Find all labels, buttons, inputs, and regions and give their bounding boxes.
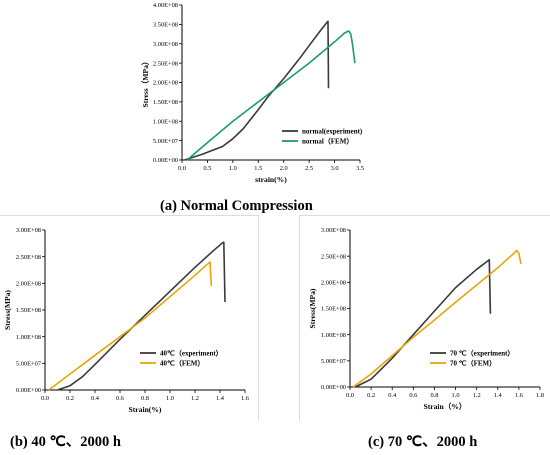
series-line-1 [186,30,356,161]
y-tick-label: 0.00E+00 [153,157,178,164]
x-tick-label: 1.4 [494,392,503,399]
caption-b: (b) 40 ℃、2000 h [10,434,121,450]
x-tick-label: 0.6 [409,392,417,399]
panel-b-frame [0,215,259,421]
x-tick-label: 1.2 [473,392,481,399]
y-axis-label: Stress（MPa） [140,57,150,107]
chart-panel-c: 0.0 0.2 0.4 0.6 0.8 1.0 1.2 1.4 1.6 1.8 0.00E+00 5.… [275,220,550,420]
y-tick-label: 2.50E+08 [16,254,41,261]
x-tick-label: 0.8 [141,395,149,402]
x-tick-label: 1.0 [166,395,174,402]
y-tick-label: 3.50E+08 [153,22,178,29]
x-tick-label: 1.0 [229,165,237,172]
x-tick-label: 1.4 [216,395,225,402]
caption-c: (c) 70 ℃、2000 h [368,434,478,450]
y-tick-label: 0.00E+00 [321,384,346,391]
y-tick-label: 2.50E+08 [153,60,178,67]
legend-label-0: 70 ℃（experiment） [450,350,514,358]
legend-label-1: 40℃（FEM） [160,360,204,368]
x-axis-label: Strain(%) [129,405,162,414]
x-tick-label: 0.0 [346,392,354,399]
chart-panel-b: 0.0 0.2 0.4 0.6 0.8 1.0 1.2 1.4 1.6 0.00E+00 5.00E… [0,220,275,420]
y-axis-label: Stress(MPa) [3,290,12,330]
series-line-0 [57,241,226,391]
legend-label-1: normal（FEM） [302,138,353,146]
x-tick-label: 0.0 [41,395,49,402]
x-tick-label: 0.5 [203,165,211,172]
chart-panel-a: 0.0 0.5 1.0 1.5 2.0 2.5 3.0 3.5 0.00E+00 5.00E+07… [0,0,550,190]
x-tick-label: 0.2 [367,392,375,399]
x-tick-label: 0.0 [178,165,186,172]
caption-a: (a) Normal Compression [160,198,313,214]
x-tick-label: 0.4 [388,392,397,399]
legend-label-0: 40℃（experiment） [160,350,223,358]
x-tick-label: 1.5 [254,165,262,172]
y-tick-label: 2.50E+08 [321,253,346,260]
y-tick-label: 1.50E+08 [321,306,346,313]
x-tick-label: 3.0 [331,165,339,172]
y-tick-label: 3.00E+08 [153,41,178,48]
x-tick-label: 0.2 [66,395,74,402]
y-tick-label: 5.00E+07 [16,361,42,368]
y-axis-label: Stress(MPa) [308,288,317,328]
chart-c-svg: 0.0 0.2 0.4 0.6 0.8 1.0 1.2 1.4 1.6 1.8 0.00E+00 5.… [308,227,544,411]
x-tick-label: 1.2 [191,395,199,402]
chart-b-svg: 0.0 0.2 0.4 0.6 0.8 1.0 1.2 1.4 1.6 0.00E+00 5.00E… [3,227,249,414]
y-tick-label: 1.00E+08 [16,334,41,341]
series-line-0 [354,258,492,388]
x-tick-label: 0.6 [116,395,124,402]
x-tick-label: 1.6 [241,395,249,402]
y-tick-label: 2.00E+08 [153,80,178,87]
x-tick-label: 2.5 [305,165,313,172]
legend-label-0: normal(experiment) [302,128,363,136]
y-tick-label: 3.00E+08 [321,227,346,234]
x-tick-label: 2.0 [280,165,288,172]
y-tick-label: 1.50E+08 [153,99,178,106]
legend-label-1: 70 ℃（FEM） [450,360,496,368]
y-tick-label: 3.00E+08 [16,227,41,234]
panel-c-frame [299,215,550,421]
y-tick-label: 1.50E+08 [16,307,41,314]
x-tick-label: 0.8 [430,392,438,399]
x-tick-label: 1.6 [515,392,523,399]
y-tick-label: 5.00E+07 [321,358,347,365]
x-tick-label: 1.0 [452,392,460,399]
y-tick-label: 2.00E+08 [321,280,346,287]
y-tick-label: 4.00E+08 [153,2,178,9]
x-tick-label: 3.5 [356,165,364,172]
y-tick-label: 0.00E+00 [16,387,41,394]
y-tick-label: 2.00E+08 [16,281,41,288]
y-tick-label: 5.00E+07 [153,138,179,145]
series-line-1 [352,249,522,388]
x-tick-label: 0.4 [91,395,100,402]
x-axis-label: strain(%) [255,175,287,184]
series-line-1 [48,261,213,391]
x-axis-label: Strain（%） [423,401,466,411]
y-tick-label: 1.00E+08 [321,332,346,339]
x-tick-label: 1.8 [536,392,544,399]
y-tick-label: 1.00E+08 [153,118,178,125]
chart-a-svg: 0.0 0.5 1.0 1.5 2.0 2.5 3.0 3.5 0.00E+00 5.00E+07… [140,2,364,184]
